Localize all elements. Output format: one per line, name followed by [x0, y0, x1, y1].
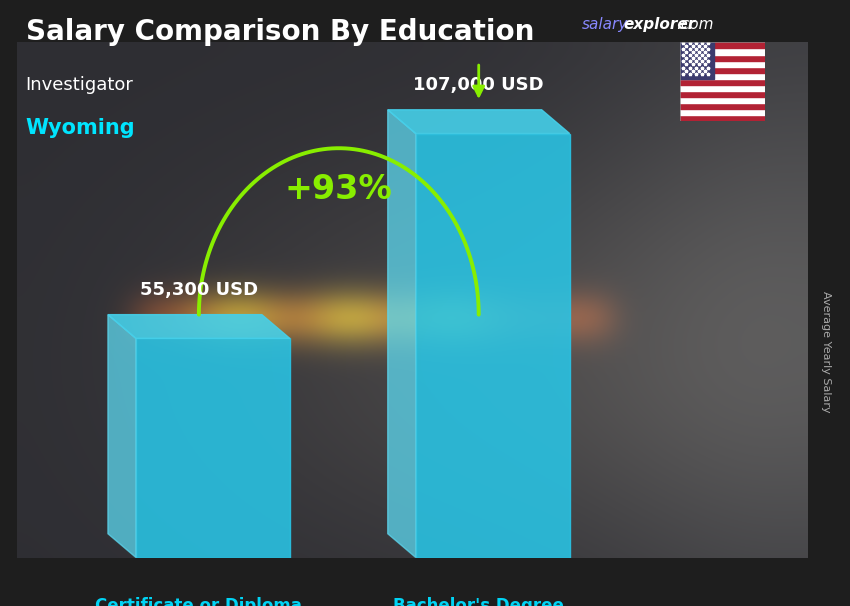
Polygon shape [108, 315, 290, 338]
Bar [680, 79, 765, 85]
Text: Salary Comparison By Education: Salary Comparison By Education [26, 18, 534, 46]
Text: Certificate or Diploma: Certificate or Diploma [95, 597, 303, 606]
Polygon shape [388, 110, 416, 558]
Bar [680, 103, 765, 109]
Bar [416, 133, 570, 558]
Text: salary: salary [582, 17, 628, 32]
Text: Average Yearly Salary: Average Yearly Salary [821, 291, 831, 412]
Polygon shape [108, 315, 136, 558]
Text: Bachelor's Degree: Bachelor's Degree [394, 597, 564, 606]
Bar [680, 109, 765, 115]
Bar [680, 61, 765, 67]
Bar [680, 115, 765, 121]
Bar [680, 42, 765, 48]
Bar [680, 73, 765, 79]
Bar [680, 48, 765, 55]
Bar [680, 42, 714, 79]
Text: 107,000 USD: 107,000 USD [413, 76, 544, 94]
Bar [680, 55, 765, 61]
Bar [680, 67, 765, 73]
Bar [680, 91, 765, 97]
Bar [136, 338, 290, 558]
Text: +93%: +93% [285, 173, 393, 206]
Bar [680, 85, 765, 91]
Text: .com: .com [677, 17, 714, 32]
Polygon shape [388, 110, 570, 133]
Bar [680, 97, 765, 103]
Text: Wyoming: Wyoming [26, 118, 135, 138]
Text: explorer: explorer [624, 17, 696, 32]
Text: 55,300 USD: 55,300 USD [139, 281, 258, 299]
Text: Investigator: Investigator [26, 76, 133, 94]
